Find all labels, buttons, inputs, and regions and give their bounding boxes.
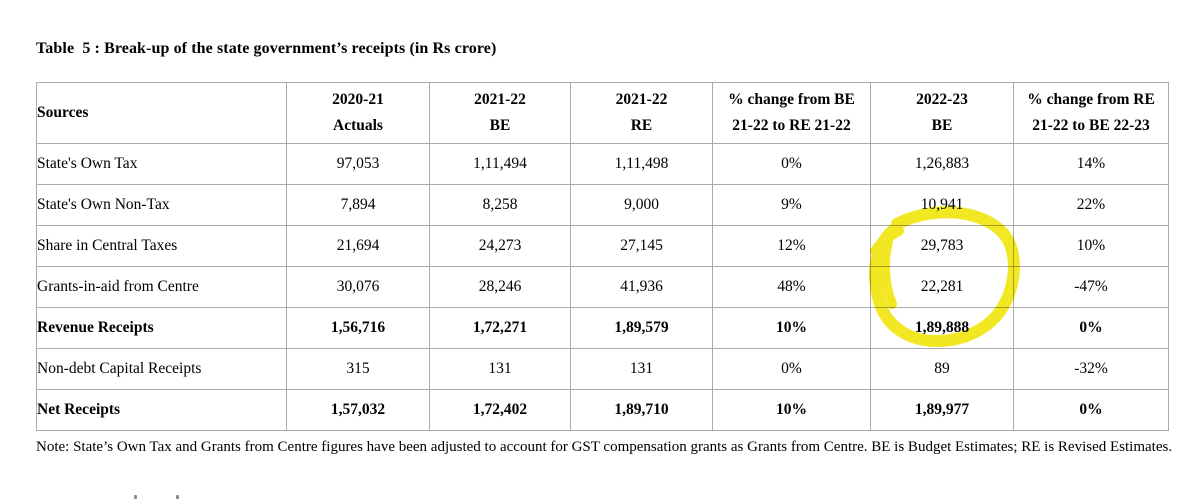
header-2021-22-re: 2021-22 RE: [570, 82, 713, 144]
row-label: Share in Central Taxes: [36, 225, 287, 267]
cell-value: 1,11,494: [429, 143, 571, 185]
row-label: State's Own Tax: [36, 143, 287, 185]
cell-value: 22%: [1013, 184, 1169, 226]
cell-value: 8,258: [429, 184, 571, 226]
cell-value: 1,89,710: [570, 389, 713, 431]
cell-value: 0%: [1013, 389, 1169, 431]
row-label: Non-debt Capital Receipts: [36, 348, 287, 390]
cell-value: 1,72,402: [429, 389, 571, 431]
cell-value-highlighted: 1,89,888: [870, 307, 1014, 349]
header-row: Sources 2020-21 Actuals 2021-22 BE 2021-…: [36, 82, 1169, 144]
cell-value-highlighted: 22,281: [870, 266, 1014, 308]
table-row: Grants-in-aid from Centre 30,076 28,246 …: [36, 266, 1169, 308]
header-sources: Sources: [36, 82, 287, 144]
row-label: Grants-in-aid from Centre: [36, 266, 287, 308]
table-title: Table 5 : Break-up of the state governme…: [36, 40, 497, 57]
cell-value: 9%: [712, 184, 871, 226]
cell-value: 131: [570, 348, 713, 390]
cell-value: 12%: [712, 225, 871, 267]
cell-value: 0%: [1013, 307, 1169, 349]
cell-value: 9,000: [570, 184, 713, 226]
cell-value: 0%: [712, 348, 871, 390]
header-pct-change-be-re: % change from BE 21-22 to RE 21-22: [712, 82, 871, 144]
table-row: State's Own Non-Tax 7,894 8,258 9,000 9%…: [36, 184, 1169, 226]
cell-value: 28,246: [429, 266, 571, 308]
cell-value: 41,936: [570, 266, 713, 308]
header-2021-22-be: 2021-22 BE: [429, 82, 571, 144]
cell-value: 1,57,032: [286, 389, 430, 431]
cell-value: -47%: [1013, 266, 1169, 308]
cell-value: 1,72,271: [429, 307, 571, 349]
cell-value: 131: [429, 348, 571, 390]
cell-value: 1,56,716: [286, 307, 430, 349]
cell-value: 14%: [1013, 143, 1169, 185]
cell-value: 1,26,883: [870, 143, 1014, 185]
row-label: State's Own Non-Tax: [36, 184, 287, 226]
cell-value: 48%: [712, 266, 871, 308]
table-row: State's Own Tax 97,053 1,11,494 1,11,498…: [36, 143, 1169, 185]
cell-value: 21,694: [286, 225, 430, 267]
table-row-revenue-receipts: Revenue Receipts 1,56,716 1,72,271 1,89,…: [36, 307, 1169, 349]
cell-value: 30,076: [286, 266, 430, 308]
cell-value-highlighted: 29,783: [870, 225, 1014, 267]
cell-value: 97,053: [286, 143, 430, 185]
cell-value: 10,941: [870, 184, 1014, 226]
cell-value: 24,273: [429, 225, 571, 267]
header-2022-23-be: 2022-23 BE: [870, 82, 1014, 144]
cell-value: 0%: [712, 143, 871, 185]
cell-value: 1,89,977: [870, 389, 1014, 431]
row-label: Revenue Receipts: [36, 307, 287, 349]
table-row: Non-debt Capital Receipts 315 131 131 0%…: [36, 348, 1169, 390]
cell-value: 10%: [1013, 225, 1169, 267]
table-row-net-receipts: Net Receipts 1,57,032 1,72,402 1,89,710 …: [36, 389, 1169, 431]
cell-value: 10%: [712, 307, 871, 349]
cutoff-text-artifact: [176, 495, 179, 499]
footnote: Note: State’s Own Tax and Grants from Ce…: [36, 439, 1173, 455]
cell-value: 89: [870, 348, 1014, 390]
cell-value: -32%: [1013, 348, 1169, 390]
table-row: Share in Central Taxes 21,694 24,273 27,…: [36, 225, 1169, 267]
header-2020-21-actuals: 2020-21 Actuals: [286, 82, 430, 144]
cell-value: 10%: [712, 389, 871, 431]
row-label: Net Receipts: [36, 389, 287, 431]
cell-value: 1,89,579: [570, 307, 713, 349]
cell-value: 27,145: [570, 225, 713, 267]
cutoff-text-artifact: [134, 495, 137, 499]
cell-value: 315: [286, 348, 430, 390]
cell-value: 7,894: [286, 184, 430, 226]
cell-value: 1,11,498: [570, 143, 713, 185]
header-pct-change-re-be: % change from RE 21-22 to BE 22-23: [1013, 82, 1169, 144]
receipts-table: Sources 2020-21 Actuals 2021-22 BE 2021-…: [36, 82, 1169, 431]
